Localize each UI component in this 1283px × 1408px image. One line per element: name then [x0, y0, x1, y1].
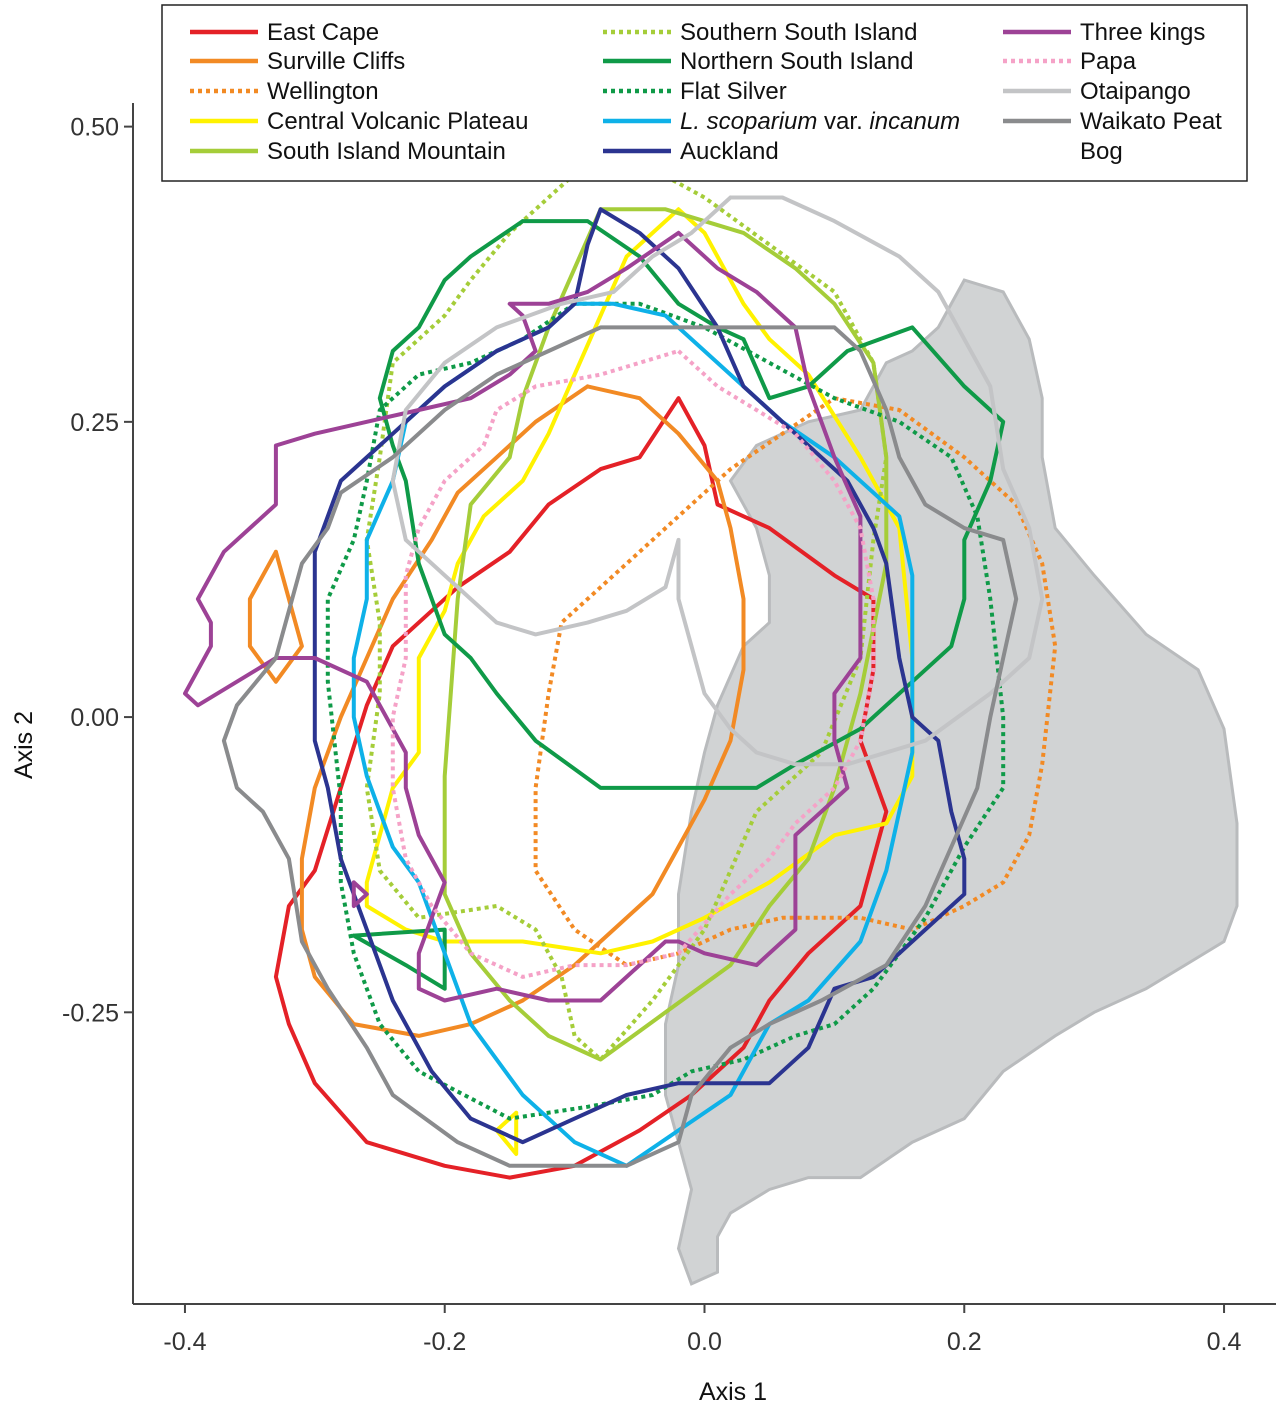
legend-label: South Island Mountain	[267, 138, 506, 165]
legend-label: Waikato Peat	[1080, 108, 1222, 135]
x-tick-label: -0.4	[163, 1328, 206, 1356]
series-contour-14	[351, 880, 369, 908]
series-contour-12	[312, 207, 967, 1145]
y-tick-label: 0.50	[70, 114, 119, 142]
series-contour-5	[494, 1110, 519, 1156]
legend-label: Auckland	[680, 138, 779, 165]
x-tick-label: 0.4	[1207, 1328, 1242, 1356]
series-contours	[183, 160, 1058, 1180]
legend-label: Northern South Island	[680, 48, 913, 75]
legend-label: Papa	[1080, 48, 1137, 75]
x-axis-ticks: -0.4 -0.2 0.0 0.2 0.4	[163, 1304, 1242, 1356]
legend-label: Wellington	[267, 78, 379, 105]
y-tick-label: 0.00	[70, 704, 119, 732]
legend-label: Three kings	[1080, 19, 1205, 46]
series-contour-16	[390, 195, 1045, 767]
legend-label: Central Volcanic Plateau	[267, 108, 529, 135]
y-axis-ticks: 0.50 0.25 0.00 -0.25	[62, 114, 133, 1027]
x-tick-label: -0.2	[423, 1328, 466, 1356]
series-contour-10	[325, 301, 1006, 1121]
legend-label: Surville Cliffs	[267, 48, 405, 75]
series-contour-9	[351, 927, 447, 991]
x-tick-label: 0.2	[947, 1328, 982, 1356]
axes: -0.4 -0.2 0.0 0.2 0.4 0.50 0.25 0.00 -0.25 Axis…	[10, 103, 1276, 1406]
legend-label: L. scoparium var. incanum	[680, 108, 960, 135]
legend-label-line2: Bog	[1080, 138, 1123, 165]
shaded-region	[664, 278, 1239, 1286]
series-contour-8	[377, 219, 1006, 790]
series-contour-6	[442, 207, 889, 1062]
series-contour-13	[183, 230, 863, 1003]
series-contour-2	[247, 549, 304, 684]
x-tick-label: 0.0	[687, 1328, 722, 1356]
x-axis-title: Axis 1	[699, 1378, 767, 1406]
y-tick-label: 0.25	[70, 409, 119, 437]
y-axis-title: Axis 2	[10, 711, 38, 779]
legend-label: East Cape	[267, 19, 379, 46]
legend-label: Flat Silver	[680, 78, 787, 105]
series-contour-17	[221, 325, 1019, 1168]
series-contour-3	[533, 396, 1058, 968]
shaded-density-region	[664, 278, 1239, 1286]
legend-label: Southern South Island	[680, 19, 918, 46]
legend-label: Otaipango	[1080, 78, 1191, 105]
y-tick-label: -0.25	[62, 999, 119, 1027]
